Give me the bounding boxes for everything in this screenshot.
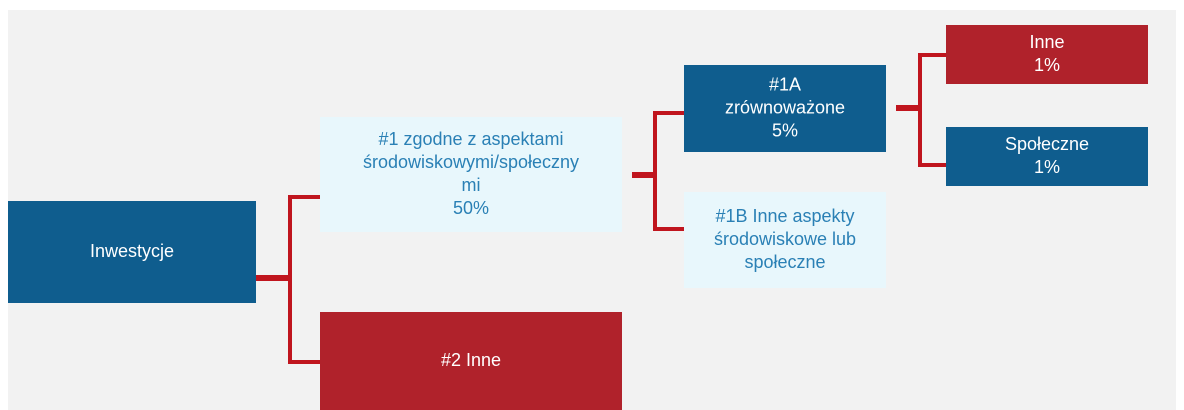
node-label: #1B Inne aspekty <box>715 206 854 226</box>
connector <box>632 172 657 178</box>
node-label: Społeczne <box>1005 134 1089 154</box>
connector <box>288 196 292 364</box>
connector <box>653 111 684 115</box>
node: Inne 1% <box>946 25 1148 84</box>
node-label: Inwestycje <box>90 241 174 261</box>
connector <box>918 53 922 167</box>
node-label: 1% <box>1034 157 1060 177</box>
node: Inwestycje <box>8 201 256 303</box>
connector <box>918 163 946 167</box>
connector <box>918 53 946 57</box>
node-label: Inne <box>1029 32 1064 52</box>
node-box <box>684 192 886 288</box>
node: Społeczne 1% <box>946 127 1148 186</box>
node-label: społeczne <box>744 252 825 272</box>
node-label: zrównoważone <box>725 97 845 117</box>
node-box <box>946 25 1148 84</box>
connector <box>288 195 320 199</box>
node-label: #2 Inne <box>441 350 501 370</box>
node-label: #1A <box>769 74 801 94</box>
node-box <box>8 201 256 303</box>
node-label: #1 zgodne z aspektami <box>378 129 563 149</box>
connector <box>288 360 320 364</box>
connectors <box>256 53 946 364</box>
node: #1B Inne aspekty środowiskowe lub społeczn… <box>684 192 886 288</box>
node: #1A zrównoważone 5% <box>684 65 886 152</box>
node-label: środowiskowymi/społeczny <box>363 152 579 172</box>
node-box <box>946 127 1148 186</box>
node-label: mi <box>462 175 481 195</box>
node-label: środowiskowe lub <box>714 229 856 249</box>
connector <box>896 105 922 111</box>
node-box <box>320 117 622 232</box>
node: #2 Inne <box>320 312 622 410</box>
connector <box>653 227 684 231</box>
node-box <box>684 65 886 152</box>
node-label: 5% <box>772 120 798 140</box>
node-label: 1% <box>1034 55 1060 75</box>
node-box <box>320 312 622 410</box>
node-label: 50% <box>453 198 489 218</box>
connector <box>256 275 292 281</box>
connector <box>653 111 657 231</box>
node: #1 zgodne z aspektami środowiskowymi/społ… <box>320 117 622 232</box>
